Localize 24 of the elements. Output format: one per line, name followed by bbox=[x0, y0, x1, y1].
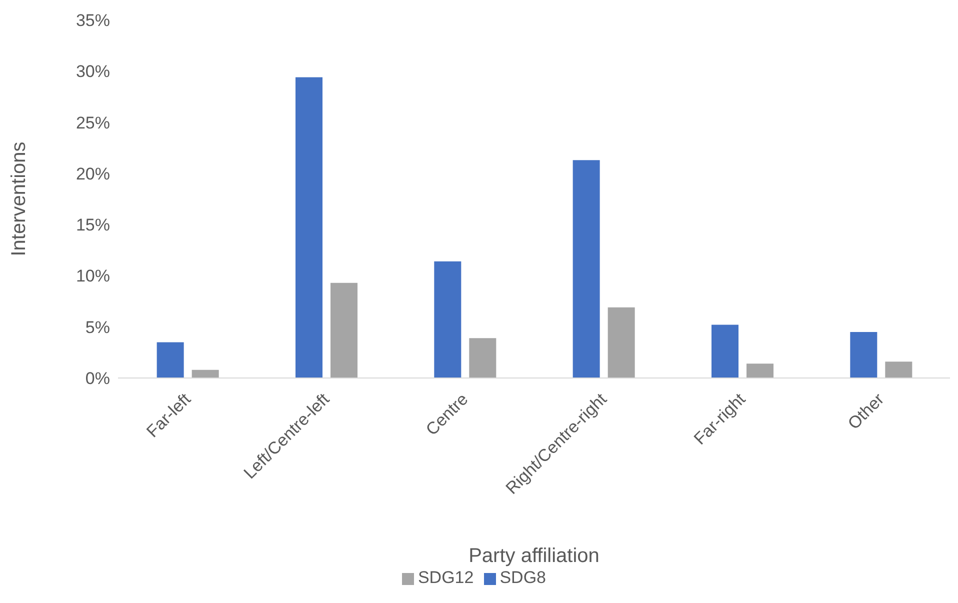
y-tick-label: 0% bbox=[85, 369, 110, 388]
y-tick-label: 10% bbox=[76, 266, 110, 286]
bar bbox=[469, 338, 496, 378]
bar bbox=[850, 332, 878, 378]
y-tick-label: 35% bbox=[76, 11, 110, 30]
legend-label: SDG12 bbox=[418, 568, 474, 587]
y-tick-label: 5% bbox=[85, 318, 110, 337]
y-tick-label: 20% bbox=[76, 164, 110, 184]
bar bbox=[295, 77, 322, 378]
legend-label: SDG8 bbox=[500, 568, 546, 587]
y-tick-label: 15% bbox=[76, 216, 110, 235]
bar bbox=[434, 261, 462, 378]
x-axis-title: Party affiliation bbox=[468, 545, 600, 567]
bar bbox=[608, 307, 635, 378]
y-axis-title: Interventions bbox=[8, 142, 30, 256]
bar bbox=[572, 160, 600, 378]
bar bbox=[156, 342, 184, 378]
bar bbox=[885, 362, 912, 378]
bar bbox=[192, 370, 219, 378]
bar bbox=[711, 324, 738, 378]
y-tick-label: 30% bbox=[76, 62, 110, 82]
y-tick-label: 25% bbox=[76, 113, 110, 132]
bar bbox=[330, 282, 358, 378]
bar bbox=[746, 364, 774, 378]
